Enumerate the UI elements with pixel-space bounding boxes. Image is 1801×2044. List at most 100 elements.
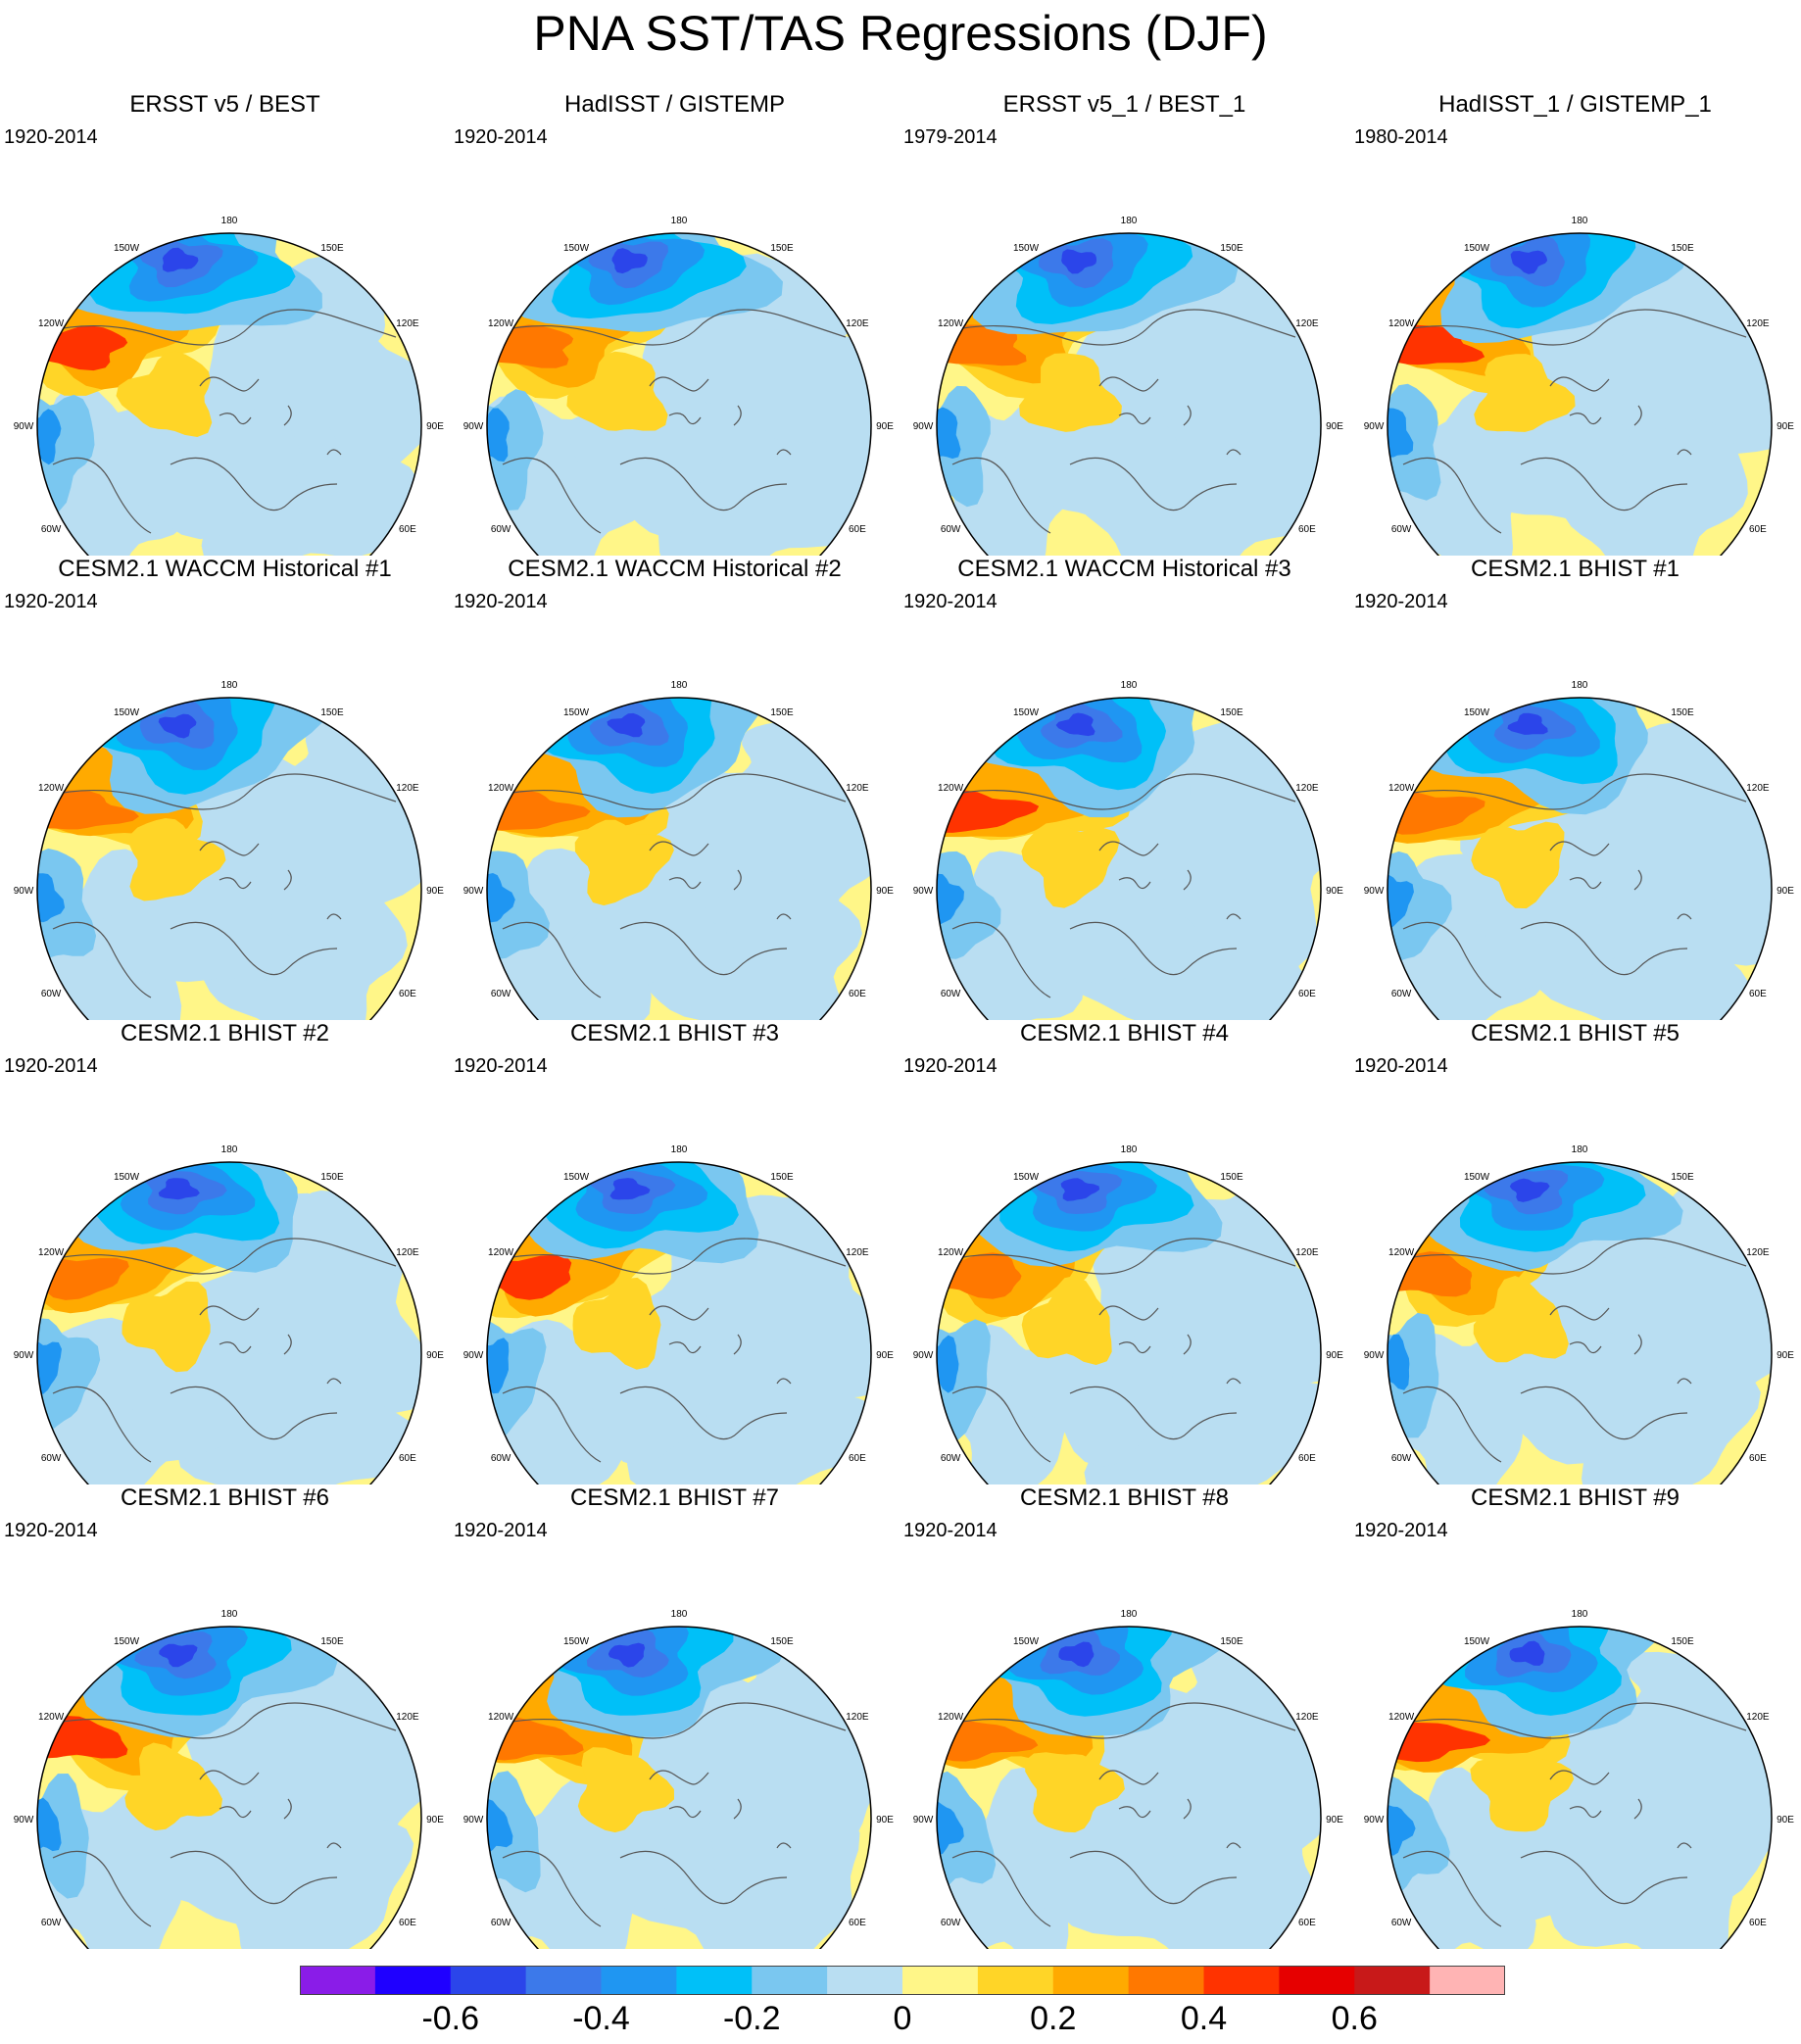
longitude-label: 60E xyxy=(1749,1453,1767,1464)
longitude-label: 60W xyxy=(941,1918,961,1928)
colorbar-segment xyxy=(1430,1966,1505,1995)
map-boundary xyxy=(1387,1161,1773,1484)
map-boundary xyxy=(486,1626,872,1949)
panel-title: CESM2.1 BHIST #8 xyxy=(1020,1484,1229,1511)
period-label: 1920-2014 xyxy=(454,1520,548,1541)
period-label: 1920-2014 xyxy=(4,1055,98,1077)
longitude-label: 150W xyxy=(114,1172,140,1183)
longitude-label: 150W xyxy=(1464,1172,1490,1183)
longitude-label: 60W xyxy=(941,989,961,999)
longitude-label: 120W xyxy=(938,783,964,794)
longitude-label: 150W xyxy=(1013,243,1040,254)
longitude-label: 180 xyxy=(671,680,688,691)
polar-map: 180150E120E90E60E30E030W60W90W120W150W xyxy=(463,1609,894,1949)
longitude-label: 150E xyxy=(1671,1172,1694,1183)
longitude-label: 60W xyxy=(491,1918,511,1928)
map-panel: 180150E120E90E60E30E030W60W90W120W150WCE… xyxy=(1350,1019,1800,1484)
map-panel: 180150E120E90E60E30E030W60W90W120W150WCE… xyxy=(450,1484,900,1949)
panel-title: CESM2.1 BHIST #2 xyxy=(121,1020,329,1046)
map-boundary xyxy=(936,232,1322,556)
map-boundary xyxy=(936,697,1322,1020)
period-label: 1920-2014 xyxy=(454,1055,548,1077)
longitude-label: 180 xyxy=(671,1144,688,1155)
longitude-label: 150W xyxy=(114,243,140,254)
longitude-label: 150E xyxy=(320,243,344,254)
longitude-label: 120W xyxy=(38,1712,65,1723)
colorbar-segment xyxy=(1203,1966,1280,1995)
colorbar-tick-label: 0.4 xyxy=(1180,2000,1228,2037)
longitude-label: 120E xyxy=(1746,1247,1770,1258)
longitude-label: 120E xyxy=(396,783,419,794)
panel-title: ERSST v5 / BEST xyxy=(129,91,320,118)
longitude-label: 90E xyxy=(426,1350,444,1361)
polar-map: 180150E120E90E60E30E030W60W90W120W150W xyxy=(14,1609,444,1949)
longitude-label: 60E xyxy=(1749,989,1767,999)
colorbar-segment xyxy=(752,1966,828,1995)
longitude-label: 120E xyxy=(396,318,419,329)
colorbar-segment xyxy=(374,1966,452,1995)
longitude-label: 60W xyxy=(1391,989,1412,999)
longitude-label: 90W xyxy=(463,421,484,432)
map-boundary xyxy=(1387,232,1773,556)
longitude-label: 120W xyxy=(938,318,964,329)
longitude-label: 150E xyxy=(770,707,794,718)
longitude-label: 120E xyxy=(1295,318,1319,329)
polar-map: 180150E120E90E60E30E030W60W90W120W150W xyxy=(14,1144,444,1484)
polar-map: 180150E120E90E60E30E030W60W90W120W150W xyxy=(1364,1144,1794,1484)
map-panel: 180150E120E90E60E30E030W60W90W120W150WCE… xyxy=(0,1484,450,1949)
panel-title: CESM2.1 BHIST #3 xyxy=(570,1020,779,1046)
longitude-label: 90W xyxy=(1364,1350,1385,1361)
map-boundary xyxy=(936,1626,1322,1949)
map-field xyxy=(487,698,871,1020)
colorbar-segment xyxy=(1052,1966,1130,1995)
polar-map: 180150E120E90E60E30E030W60W90W120W150W xyxy=(14,216,444,556)
period-label: 1920-2014 xyxy=(454,591,548,612)
longitude-label: 60E xyxy=(849,989,866,999)
longitude-label: 60E xyxy=(1298,989,1316,999)
colorbar-segment xyxy=(1128,1966,1205,1995)
map-panel: 180150E120E90E60E30E030W60W90W120W150WER… xyxy=(0,90,450,556)
colorbar-segment xyxy=(902,1966,979,1995)
colorbar-tick-label: 0.2 xyxy=(1030,2000,1077,2037)
longitude-label: 150W xyxy=(1013,1636,1040,1647)
map-field xyxy=(37,1627,421,1949)
longitude-label: 150E xyxy=(1220,1636,1243,1647)
longitude-label: 60W xyxy=(491,1453,511,1464)
longitude-label: 150W xyxy=(1013,707,1040,718)
coastlines xyxy=(1392,309,1747,534)
longitude-label: 60W xyxy=(41,1453,62,1464)
polar-map: 180150E120E90E60E30E030W60W90W120W150W xyxy=(913,1144,1343,1484)
colorbar xyxy=(300,1966,1505,1995)
longitude-label: 120W xyxy=(38,783,65,794)
longitude-label: 180 xyxy=(221,216,238,226)
polar-map: 180150E120E90E60E30E030W60W90W120W150W xyxy=(913,216,1343,556)
panel-title: CESM2.1 BHIST #1 xyxy=(1471,556,1679,582)
colorbar-tick-label: 0 xyxy=(893,2000,912,2037)
longitude-label: 60W xyxy=(941,524,961,535)
longitude-label: 60W xyxy=(1391,1918,1412,1928)
longitude-label: 150E xyxy=(770,1636,794,1647)
longitude-label: 150W xyxy=(563,243,590,254)
colorbar-segment xyxy=(525,1966,603,1995)
longitude-label: 120W xyxy=(38,1247,65,1258)
longitude-label: 120W xyxy=(488,1247,514,1258)
map-field xyxy=(937,698,1321,1020)
longitude-label: 60E xyxy=(399,989,416,999)
polar-map: 180150E120E90E60E30E030W60W90W120W150W xyxy=(463,680,894,1020)
longitude-label: 90E xyxy=(426,421,444,432)
coastlines xyxy=(42,309,397,534)
colorbar-segment xyxy=(676,1966,753,1995)
longitude-label: 180 xyxy=(221,1609,238,1620)
longitude-label: 60E xyxy=(849,1453,866,1464)
longitude-label: 120W xyxy=(938,1712,964,1723)
map-boundary xyxy=(1387,1626,1773,1949)
map-panel: 180150E120E90E60E30E030W60W90W120W150WCE… xyxy=(900,1019,1349,1484)
longitude-label: 180 xyxy=(1121,1144,1138,1155)
longitude-label: 90E xyxy=(1326,1350,1343,1361)
longitude-label: 90E xyxy=(876,1815,894,1825)
colorbar-segment xyxy=(977,1966,1054,1995)
longitude-label: 150W xyxy=(114,1636,140,1647)
longitude-label: 180 xyxy=(671,216,688,226)
longitude-label: 90W xyxy=(14,1815,34,1825)
longitude-label: 120E xyxy=(846,1712,869,1723)
